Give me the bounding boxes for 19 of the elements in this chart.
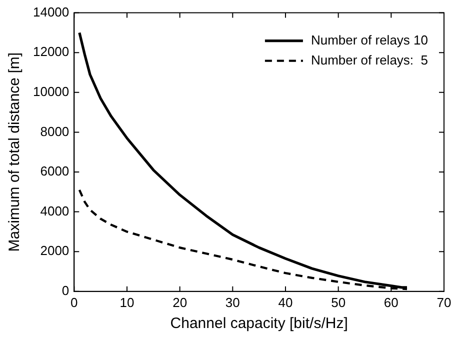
legend-label: Number of relays 10 <box>310 32 428 48</box>
x-tick-label: 40 <box>278 294 293 310</box>
x-tick-label: 60 <box>384 294 398 310</box>
y-tick-label: 4000 <box>40 203 70 218</box>
y-tick-label: 2000 <box>40 243 70 258</box>
y-tick-label: 6000 <box>40 164 70 179</box>
y-tick-label: 8000 <box>40 124 70 139</box>
y-axis-title: Maximum of total distance [m] <box>6 52 24 252</box>
x-tick-label: 30 <box>225 294 240 310</box>
x-tick-label: 50 <box>331 294 346 310</box>
y-tick-label: 0 <box>62 282 70 298</box>
y-tick-label: 14000 <box>32 4 70 20</box>
y-tick-label: 10000 <box>32 84 70 99</box>
x-tick-label: 10 <box>120 294 134 310</box>
x-tick-label: 20 <box>172 294 188 310</box>
legend-label: Number of relays: 5 <box>310 52 428 68</box>
x-tick-label: 70 <box>436 294 452 310</box>
x-axis-title: Channel capacity [bit/s/Hz] <box>170 315 348 332</box>
y-tick-label: 12000 <box>32 44 70 60</box>
